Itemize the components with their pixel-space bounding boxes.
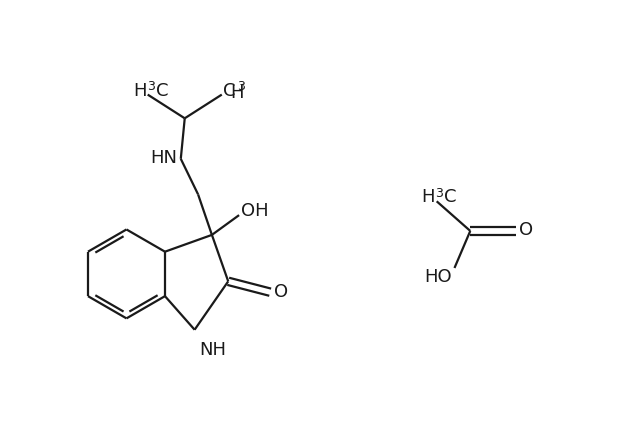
Text: NH: NH xyxy=(200,341,227,359)
Text: H: H xyxy=(421,188,435,206)
Text: HO: HO xyxy=(424,268,452,286)
Text: 3: 3 xyxy=(147,80,155,93)
Text: C: C xyxy=(223,82,236,100)
Text: O: O xyxy=(519,222,533,239)
Text: HN: HN xyxy=(150,150,177,167)
Text: C: C xyxy=(156,82,168,100)
Text: OH: OH xyxy=(241,202,269,220)
Text: H: H xyxy=(133,82,147,100)
Text: H: H xyxy=(230,84,244,102)
Text: C: C xyxy=(444,188,456,206)
Text: 3: 3 xyxy=(435,187,443,200)
Text: 3: 3 xyxy=(237,80,244,93)
Text: O: O xyxy=(274,283,288,301)
